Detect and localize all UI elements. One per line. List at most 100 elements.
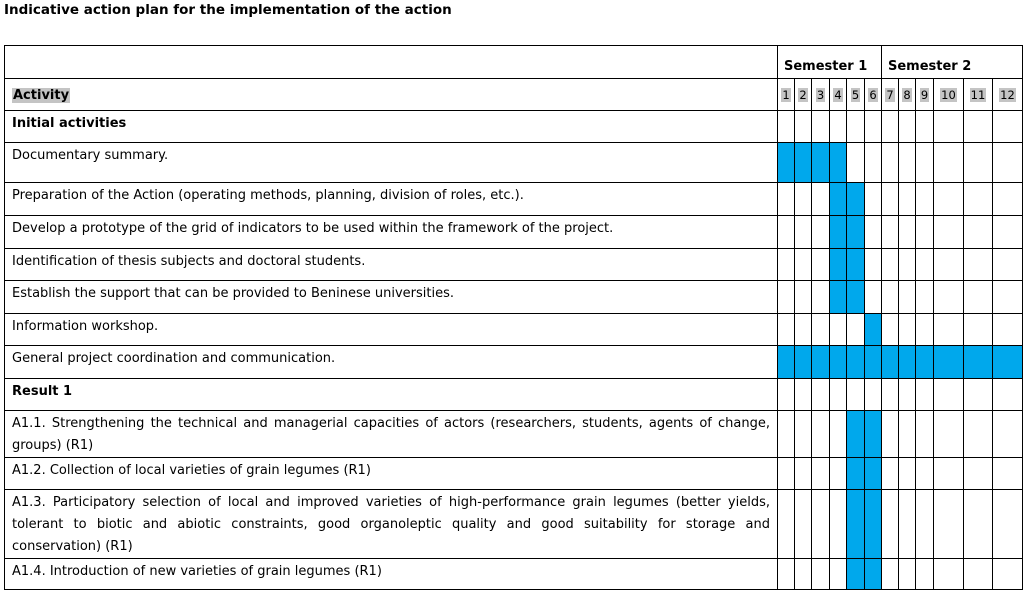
- gantt-cell: [777, 457, 795, 490]
- gantt-cell: [898, 457, 916, 490]
- activity-label: Information workshop.: [4, 313, 778, 346]
- gantt-cell: [794, 489, 812, 559]
- gantt-cell: [811, 313, 830, 346]
- activity-label: A1.4. Introduction of new varieties of g…: [4, 558, 778, 590]
- month-header-1: 1: [777, 78, 795, 111]
- activity-row: A1.3. Participatory selection of local a…: [4, 489, 1023, 559]
- gantt-cell: [794, 110, 812, 143]
- gantt-cell: [846, 378, 865, 411]
- gantt-cell-active: [829, 248, 847, 281]
- gantt-cell: [829, 558, 847, 590]
- gantt-cell: [898, 142, 916, 183]
- activity-label: Develop a prototype of the grid of indic…: [4, 215, 778, 249]
- gantt-cell: [794, 558, 812, 590]
- gantt-cell: [881, 215, 899, 249]
- gantt-cell: [794, 182, 812, 216]
- gantt-cell: [915, 558, 934, 590]
- gantt-cell: [811, 378, 830, 411]
- gantt-cell: [846, 110, 865, 143]
- gantt-cell: [915, 313, 934, 346]
- gantt-cell: [933, 182, 964, 216]
- gantt-cell: [963, 558, 993, 590]
- gantt-cell: [933, 280, 964, 314]
- gantt-cell-active: [864, 457, 882, 490]
- gantt-cell-active: [829, 215, 847, 249]
- gantt-cell: [794, 280, 812, 314]
- gantt-cell-active: [881, 345, 899, 379]
- gantt-cell: [963, 410, 993, 458]
- gantt-cell-active: [963, 345, 993, 379]
- month-label: 7: [885, 87, 895, 102]
- gantt-cell: [992, 110, 1023, 143]
- gantt-cell: [777, 280, 795, 314]
- gantt-cell: [933, 142, 964, 183]
- gantt-cell: [881, 182, 899, 216]
- gantt-cell: [811, 489, 830, 559]
- month-label: 3: [815, 87, 826, 102]
- gantt-cell-active: [846, 457, 865, 490]
- gantt-cell: [933, 248, 964, 281]
- section-label: Initial activities: [4, 110, 778, 143]
- gantt-cell-active: [864, 313, 882, 346]
- gantt-cell: [992, 248, 1023, 281]
- activity-header-label: Activity: [12, 87, 71, 103]
- gantt-cell-active: [777, 345, 795, 379]
- gantt-cell-active: [846, 215, 865, 249]
- gantt-cell: [811, 410, 830, 458]
- gantt-cell: [933, 215, 964, 249]
- gantt-cell: [881, 110, 899, 143]
- month-header-5: 5: [846, 78, 865, 111]
- month-label: 11: [969, 87, 987, 102]
- gantt-cell: [864, 215, 882, 249]
- gantt-cell: [777, 378, 795, 411]
- gantt-cell-active: [846, 280, 865, 314]
- gantt-cell-active: [915, 345, 934, 379]
- gantt-cell: [992, 142, 1023, 183]
- gantt-cell: [881, 489, 899, 559]
- month-label: 2: [798, 87, 808, 102]
- gantt-cell-active: [933, 345, 964, 379]
- gantt-cell: [777, 110, 795, 143]
- month-label: 6: [868, 87, 878, 102]
- gantt-cell-active: [829, 142, 847, 183]
- gantt-cell: [933, 558, 964, 590]
- gantt-cell: [864, 110, 882, 143]
- gantt-cell-active: [846, 345, 865, 379]
- gantt-cell: [811, 248, 830, 281]
- section-row: Result 1: [4, 378, 1023, 411]
- gantt-cell: [898, 280, 916, 314]
- gantt-cell: [992, 410, 1023, 458]
- gantt-cell: [794, 410, 812, 458]
- gantt-cell-active: [811, 142, 830, 183]
- gantt-cell: [829, 489, 847, 559]
- gantt-cell-active: [846, 248, 865, 281]
- gantt-cell: [829, 378, 847, 411]
- month-header-11: 11: [963, 78, 993, 111]
- activity-label: General project coordination and communi…: [4, 345, 778, 379]
- month-header-6: 6: [864, 78, 882, 111]
- gantt-cell: [777, 410, 795, 458]
- gantt-cell: [898, 182, 916, 216]
- gantt-cell: [829, 457, 847, 490]
- gantt-cell: [777, 313, 795, 346]
- gantt-cell: [898, 248, 916, 281]
- semester-1-header: Semester 1: [777, 45, 882, 79]
- gantt-cell: [777, 248, 795, 281]
- gantt-cell: [881, 280, 899, 314]
- gantt-cell-active: [846, 558, 865, 590]
- gantt-cell-active: [829, 345, 847, 379]
- gantt-cell: [915, 110, 934, 143]
- gantt-cell: [811, 110, 830, 143]
- activity-label: Preparation of the Action (operating met…: [4, 182, 778, 216]
- month-header-10: 10: [933, 78, 964, 111]
- gantt-cell: [898, 313, 916, 346]
- gantt-cell: [794, 248, 812, 281]
- gantt-cell: [794, 215, 812, 249]
- activity-row: Preparation of the Action (operating met…: [4, 182, 1023, 216]
- activity-row: A1.2. Collection of local varieties of g…: [4, 457, 1023, 490]
- gantt-cell: [915, 410, 934, 458]
- activity-label: Documentary summary.: [4, 142, 778, 183]
- gantt-cell: [915, 280, 934, 314]
- gantt-cell-active: [864, 345, 882, 379]
- gantt-cell: [794, 313, 812, 346]
